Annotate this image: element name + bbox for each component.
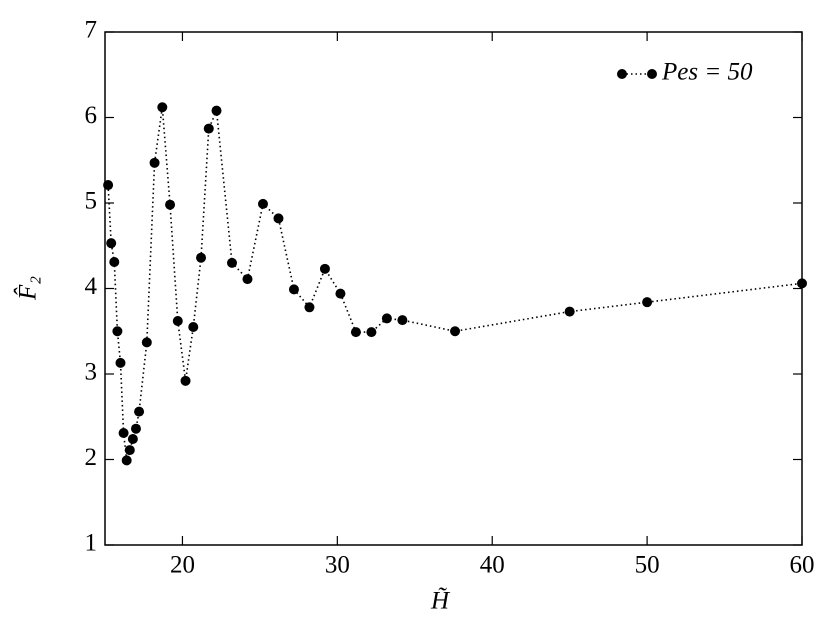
data-point	[335, 288, 346, 299]
data-point	[203, 123, 214, 134]
y-tick-label: 3	[85, 359, 98, 386]
data-point	[288, 284, 299, 295]
legend-marker	[647, 69, 657, 79]
data-point	[257, 198, 268, 209]
data-point	[141, 337, 152, 348]
data-point	[227, 257, 238, 268]
data-point	[397, 315, 408, 326]
y-tick-label: 1	[85, 530, 98, 557]
data-point	[242, 274, 253, 285]
data-point	[366, 327, 377, 338]
data-point	[172, 315, 183, 326]
y-tick-label: 4	[85, 273, 98, 300]
data-point	[304, 302, 315, 313]
x-axis-label: H̃	[430, 588, 451, 615]
data-point	[165, 199, 176, 210]
y-tick-label: 2	[85, 444, 98, 471]
data-point	[273, 213, 284, 224]
data-point	[350, 327, 361, 338]
data-point	[450, 326, 461, 337]
data-point	[319, 263, 330, 274]
data-point	[188, 321, 199, 332]
data-point	[157, 102, 168, 113]
data-point	[109, 256, 120, 267]
data-point	[115, 357, 126, 368]
data-point	[381, 313, 392, 324]
y-tick-label: 6	[85, 102, 98, 129]
legend-marker	[617, 69, 627, 79]
data-point	[127, 433, 138, 444]
data-point	[797, 278, 807, 289]
x-tick-label: 30	[325, 552, 350, 579]
data-point	[121, 455, 132, 466]
data-point	[211, 105, 222, 116]
x-tick-label: 60	[790, 552, 815, 579]
data-point	[112, 326, 123, 337]
y-tick-label: 7	[85, 17, 98, 44]
legend-label: Pes = 50	[661, 59, 753, 86]
x-tick-label: 20	[170, 552, 195, 579]
y-axis-label: F̂₂	[14, 276, 42, 301]
data-point	[130, 423, 141, 434]
y-tick-label: 5	[85, 188, 98, 215]
x-tick-label: 50	[635, 552, 660, 579]
data-point	[103, 180, 114, 191]
x-tick-label: 40	[480, 552, 505, 579]
data-point	[106, 238, 117, 249]
plot-frame	[104, 31, 803, 546]
data-point	[118, 427, 129, 438]
data-point	[124, 445, 135, 456]
data-point	[564, 306, 575, 317]
data-point	[134, 406, 145, 417]
data-line	[107, 107, 803, 461]
data-point	[149, 157, 160, 168]
data-point	[196, 252, 207, 263]
data-point	[642, 297, 653, 308]
data-point	[180, 375, 191, 386]
